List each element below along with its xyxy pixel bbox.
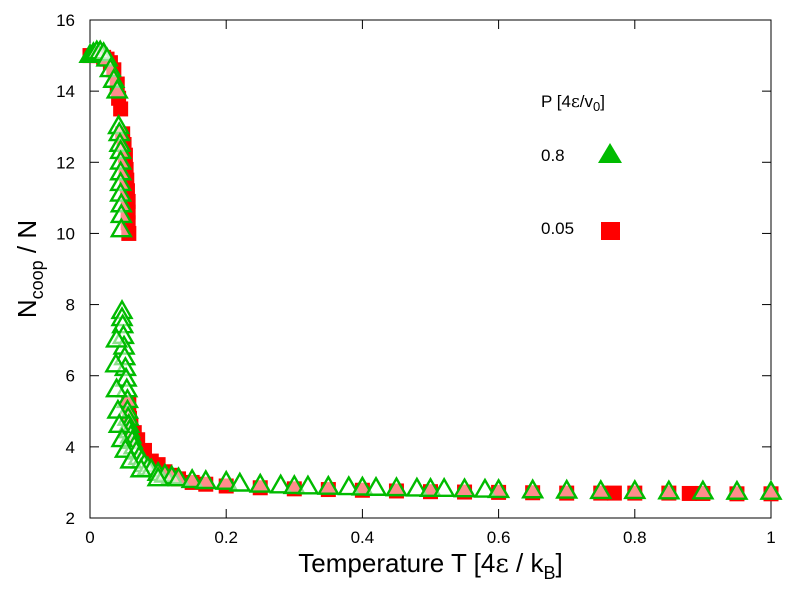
legend-marker-triangle xyxy=(598,143,622,163)
y-axis-title-sub: coop xyxy=(27,260,47,299)
y-tick-label: 6 xyxy=(66,367,75,386)
legend-marker-square xyxy=(601,222,620,240)
data-point-triangle xyxy=(589,479,613,500)
y-axis-title-main: N xyxy=(12,299,42,318)
data-point-triangle xyxy=(725,479,749,500)
legend-title-end: ] xyxy=(600,92,605,111)
y-tick-label: 4 xyxy=(66,438,75,457)
data-point-triangle xyxy=(364,475,388,496)
x-axis-title-main: Temperature T [4 xyxy=(298,548,495,578)
x-axis-title-eps: ε xyxy=(495,549,508,579)
data-point-triangle xyxy=(105,78,129,99)
data-point-triangle xyxy=(146,466,170,487)
x-tick-label: 0.2 xyxy=(214,528,238,547)
data-point-triangle xyxy=(691,479,715,500)
y-tick-label: 2 xyxy=(66,509,75,528)
data-point-triangle xyxy=(180,467,204,489)
data-point-triangle xyxy=(521,478,545,499)
data-point-triangle xyxy=(350,475,374,496)
x-axis-title-end: ] xyxy=(555,548,562,578)
y-tick-label: 8 xyxy=(66,296,75,315)
data-points xyxy=(78,39,783,502)
data-point-triangle xyxy=(194,469,218,490)
data-point-triangle xyxy=(228,471,252,492)
x-tick-label: 0 xyxy=(85,528,94,547)
data-point-triangle xyxy=(129,457,153,478)
data-point-triangle xyxy=(104,377,129,398)
x-axis-title: Temperature T [4ε / kB] xyxy=(298,548,562,583)
legend-label-0-8: 0.8 xyxy=(541,146,565,165)
data-point-triangle xyxy=(214,469,238,490)
y-tick-label: 16 xyxy=(56,11,75,30)
data-point-triangle xyxy=(623,479,647,500)
legend: P [4ε/v0] 0.8 0.05 xyxy=(541,92,622,240)
data-point-triangle xyxy=(487,477,511,499)
x-axis-title-sub: B xyxy=(543,563,555,583)
y-tick-label: 14 xyxy=(56,82,75,101)
data-point-triangle xyxy=(555,478,579,499)
data-point-triangle xyxy=(104,352,128,373)
data-point-triangle xyxy=(316,474,340,495)
y-tick-label: 12 xyxy=(56,153,75,172)
data-point-triangle xyxy=(296,474,320,495)
data-point-triangle xyxy=(119,448,143,469)
y-axis-title-end: / N xyxy=(12,220,42,260)
legend-title-eps: ε xyxy=(571,92,580,112)
data-point-triangle xyxy=(109,217,133,238)
data-point-triangle xyxy=(384,476,409,497)
x-tick-label: 1 xyxy=(766,528,775,547)
data-point-triangle xyxy=(432,476,456,498)
x-tick-label: 0.8 xyxy=(623,528,647,547)
x-axis-title-mid: / k xyxy=(509,548,545,578)
legend-title-mid: /v xyxy=(580,92,594,111)
y-axis-title: Ncoop / N xyxy=(12,220,47,318)
data-point-triangle xyxy=(657,479,681,500)
y-tick-label: 10 xyxy=(56,224,75,243)
data-point-triangle xyxy=(405,476,429,497)
plot-frame xyxy=(89,19,772,519)
data-point-triangle xyxy=(337,475,361,496)
data-point-triangle xyxy=(104,327,129,348)
legend-title: P [4ε/v0] xyxy=(541,92,605,114)
data-point-triangle xyxy=(759,479,783,500)
data-point-triangle xyxy=(269,473,293,494)
data-point-triangle xyxy=(282,474,306,495)
data-point-square xyxy=(113,101,129,117)
data-point-triangle xyxy=(418,476,443,498)
data-point-triangle xyxy=(248,472,272,493)
data-point-triangle xyxy=(452,477,477,498)
legend-title-sub: 0 xyxy=(593,99,600,114)
x-tick-label: 0.6 xyxy=(487,528,511,547)
data-point-triangle xyxy=(107,412,131,433)
axis-ticks xyxy=(89,19,772,519)
data-point-triangle xyxy=(166,466,191,487)
data-point-triangle xyxy=(473,477,497,498)
legend-label-0-05: 0.05 xyxy=(541,219,574,238)
x-tick-label: 0.4 xyxy=(351,528,375,547)
legend-title-main: P [4 xyxy=(541,92,571,111)
